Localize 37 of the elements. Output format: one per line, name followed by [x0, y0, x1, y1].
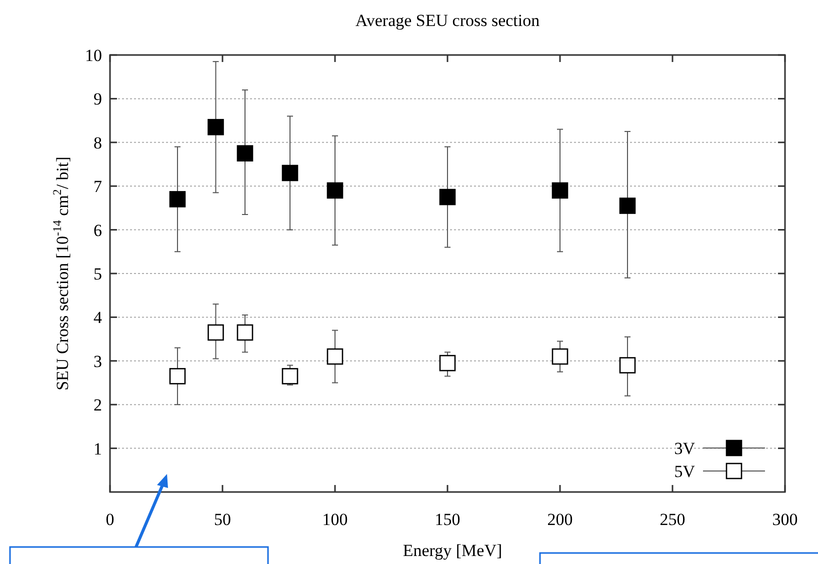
x-tick-label: 300 — [772, 510, 798, 529]
x-tick-label: 200 — [547, 510, 573, 529]
x-tick-label: 100 — [322, 510, 348, 529]
point — [552, 182, 568, 199]
chart-title: Average SEU cross section — [355, 11, 540, 30]
y-tick-label: 3 — [94, 352, 102, 371]
legend-label: 5V — [674, 462, 696, 481]
point — [169, 191, 186, 208]
point — [326, 348, 344, 365]
point — [169, 368, 186, 384]
point — [552, 348, 568, 365]
point — [326, 182, 344, 199]
x-tick-label: 0 — [106, 510, 114, 529]
point — [282, 368, 298, 384]
y-tick-label: 5 — [94, 264, 102, 284]
point — [439, 188, 456, 206]
point — [208, 324, 224, 341]
x-tick-label: 150 — [434, 510, 460, 529]
x-tick-label: 250 — [660, 510, 686, 529]
point — [208, 118, 224, 136]
y-tick-label: 4 — [94, 308, 102, 328]
y-tick-label: 10 — [85, 46, 102, 65]
y-tick-label: 1 — [94, 439, 102, 458]
point — [619, 198, 636, 214]
x-axis-title: Energy [MeV] — [402, 541, 502, 560]
point — [439, 354, 456, 372]
y-tick-label: 7 — [94, 177, 102, 196]
y-tick-label: 9 — [94, 90, 102, 109]
point — [619, 357, 636, 374]
y-tick-label: 2 — [94, 396, 102, 415]
legend-label: 3V — [674, 439, 696, 458]
point — [236, 145, 254, 162]
point — [282, 164, 298, 182]
x-tick-label: 50 — [214, 510, 231, 529]
point — [236, 324, 254, 341]
y-tick-label: 8 — [94, 133, 102, 152]
y-tick-label: 6 — [94, 220, 102, 240]
